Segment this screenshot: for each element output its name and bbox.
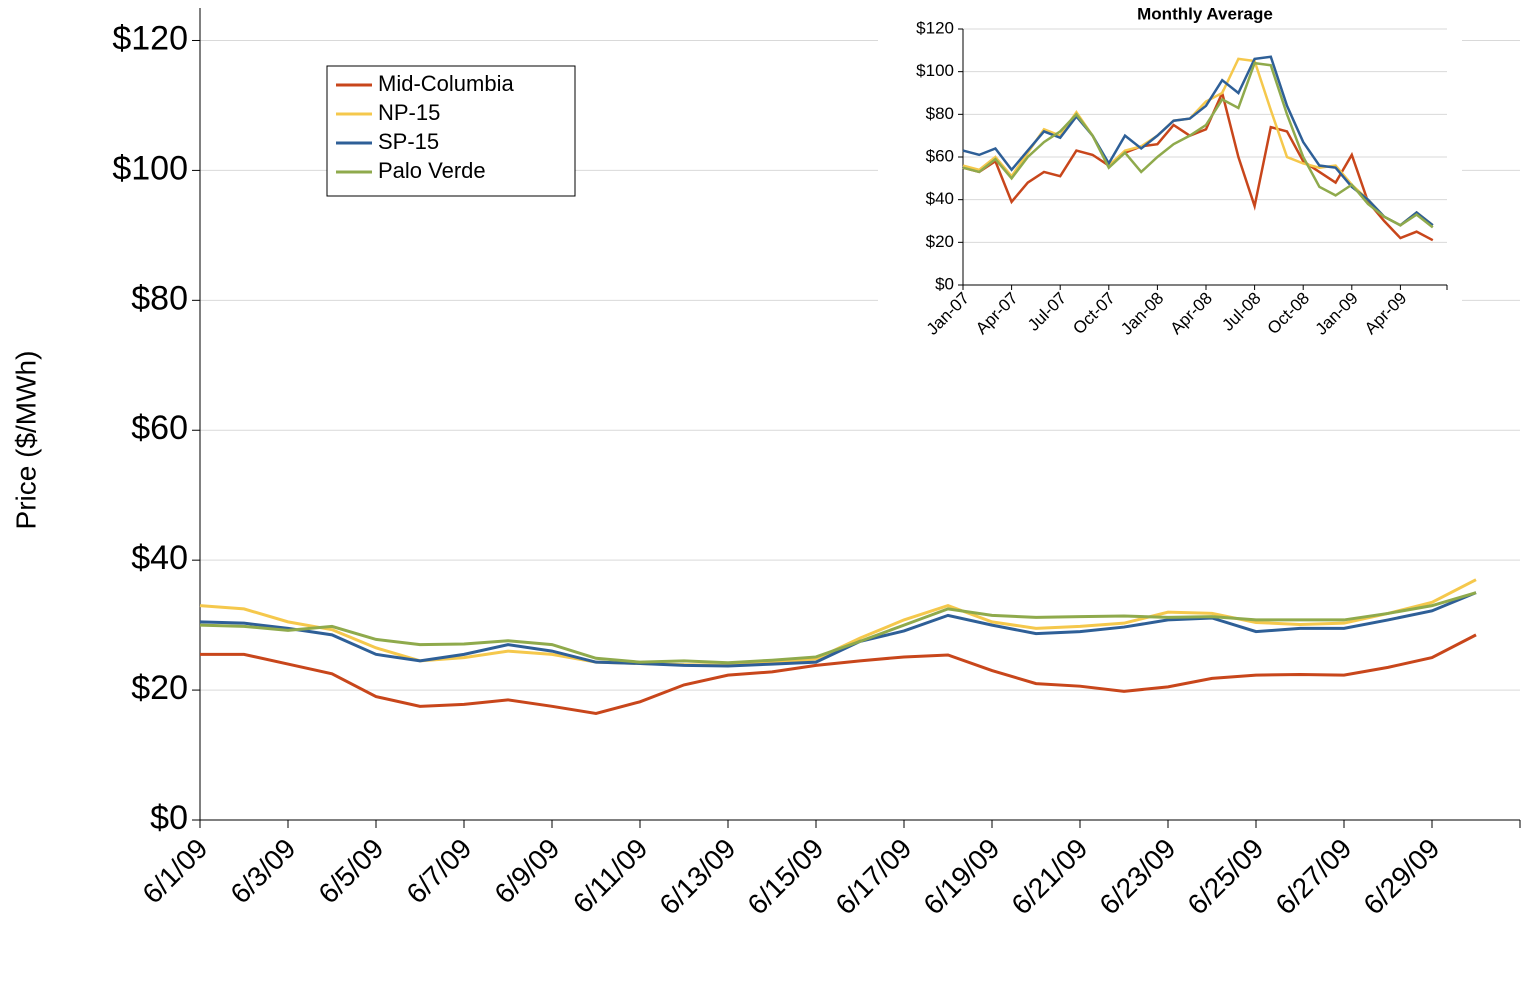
- y-tick-label: $120: [916, 18, 954, 37]
- x-tick-label: 6/25/09: [1181, 833, 1269, 921]
- x-tick-label: 6/1/09: [136, 833, 213, 910]
- y-tick-label: $60: [926, 146, 954, 165]
- y-tick-label: $20: [131, 669, 188, 707]
- x-tick-label: 6/13/09: [653, 833, 741, 921]
- y-tick-label: $120: [112, 19, 188, 57]
- x-tick-label: 6/11/09: [567, 833, 654, 920]
- series-line: [200, 633, 1477, 715]
- x-tick-label: 6/29/09: [1357, 833, 1445, 921]
- x-tick-label: 6/21/09: [1005, 833, 1093, 921]
- x-tick-label: 6/3/09: [224, 833, 301, 910]
- legend-label: Mid-Columbia: [378, 71, 514, 96]
- x-tick-label: 6/27/09: [1269, 833, 1357, 921]
- series-line: [199, 591, 1477, 668]
- legend-label: SP-15: [378, 129, 439, 154]
- x-tick-label: 6/17/09: [829, 833, 917, 921]
- legend-label: NP-15: [378, 100, 440, 125]
- y-tick-label: $0: [150, 799, 188, 837]
- legend-box: [326, 65, 576, 197]
- x-tick-label: 6/9/09: [488, 833, 565, 910]
- y-tick-label: $40: [131, 539, 188, 577]
- x-tick-label: 6/15/09: [741, 833, 829, 921]
- series-line: [199, 591, 1477, 665]
- legend-label: Palo Verde: [378, 158, 486, 183]
- x-tick-label: 6/5/09: [312, 833, 389, 910]
- x-tick-label: 6/23/09: [1093, 833, 1181, 921]
- x-tick-label: 6/19/09: [917, 833, 1005, 921]
- y-tick-label: $100: [112, 149, 188, 187]
- y-tick-label: $80: [926, 104, 954, 123]
- y-tick-label: $0: [935, 274, 954, 293]
- y-tick-label: $80: [131, 279, 188, 317]
- series-line: [962, 89, 1434, 242]
- x-tick-label: 6/7/09: [400, 833, 477, 910]
- chart-title: Monthly Average: [1137, 4, 1273, 23]
- y-tick-label: $40: [926, 189, 954, 208]
- y-tick-label: $100: [916, 61, 954, 80]
- y-axis-label: Price ($/MWh): [10, 351, 41, 530]
- series-line: [962, 61, 1434, 229]
- y-tick-label: $20: [926, 232, 954, 251]
- y-tick-label: $60: [131, 409, 188, 447]
